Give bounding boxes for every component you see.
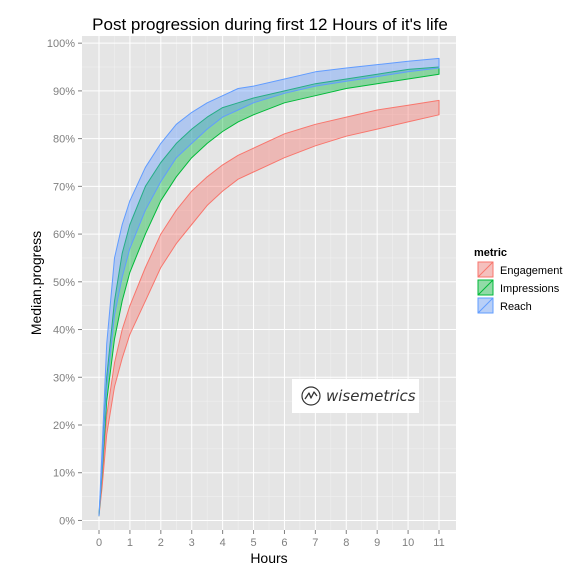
y-tick-label: 70%	[53, 181, 75, 193]
x-tick-label: 1	[127, 537, 133, 549]
y-tick-label: 40%	[53, 325, 75, 337]
x-tick-label: 5	[250, 537, 256, 549]
grid-minor	[82, 36, 456, 530]
watermark-box	[292, 379, 419, 413]
y-axis-title: Median.progress	[28, 231, 44, 335]
x-axis-title: Hours	[250, 550, 287, 566]
y-tick-label: 20%	[53, 420, 75, 432]
legend-label-reach: Reach	[500, 301, 532, 313]
legend-item-engagement: Engagement	[476, 260, 562, 279]
legend-item-impressions: Impressions	[476, 278, 560, 297]
legend-stroke-impressions	[477, 279, 494, 296]
x-tick-label: 7	[312, 537, 318, 549]
grid-major	[82, 36, 456, 530]
series-band-reach	[98, 57, 440, 517]
x-tick-label: 10	[402, 537, 414, 549]
x-tick-label: 8	[343, 537, 349, 549]
y-tick-label: 0%	[59, 515, 75, 527]
x-tick-label: 9	[374, 537, 380, 549]
legend-item-reach: Reach	[476, 296, 532, 315]
x-tick-label: 2	[158, 537, 164, 549]
legend-label-engagement: Engagement	[500, 265, 562, 277]
x-axis: 0 1 2 3 4 5 6 7 8 9 10 11	[96, 530, 445, 549]
x-tick-label: 0	[96, 537, 102, 549]
series-bands	[98, 57, 440, 517]
y-axis: 0% 10% 20% 30% 40% 50% 60% 70% 80% 90% 100%	[47, 38, 82, 527]
watermark-text: wisemetrics	[326, 387, 416, 405]
legend-stroke-reach	[477, 297, 494, 314]
y-tick-label: 10%	[53, 468, 75, 480]
x-tick-label: 6	[281, 537, 287, 549]
chart-title: Post progression during first 12 Hours o…	[92, 15, 448, 34]
x-tick-label: 3	[189, 537, 195, 549]
watermark: wisemetrics	[292, 379, 419, 413]
legend-title: metric	[474, 247, 507, 259]
series-band-engagement	[98, 99, 440, 517]
y-tick-label: 50%	[53, 277, 75, 289]
series-band-impressions	[98, 66, 440, 517]
wisemetrics-logo-icon	[301, 386, 321, 406]
y-tick-label: 30%	[53, 372, 75, 384]
legend-label-impressions: Impressions	[500, 283, 560, 295]
y-tick-label: 80%	[53, 134, 75, 146]
x-tick-label: 11	[433, 537, 444, 549]
x-tick-label: 4	[220, 537, 226, 549]
y-tick-label: 90%	[53, 86, 75, 98]
y-tick-label: 100%	[47, 38, 75, 50]
y-tick-label: 60%	[53, 229, 75, 241]
legend-stroke-engagement	[477, 261, 494, 278]
legend: metric Engagement Impressions Reach	[474, 247, 562, 315]
